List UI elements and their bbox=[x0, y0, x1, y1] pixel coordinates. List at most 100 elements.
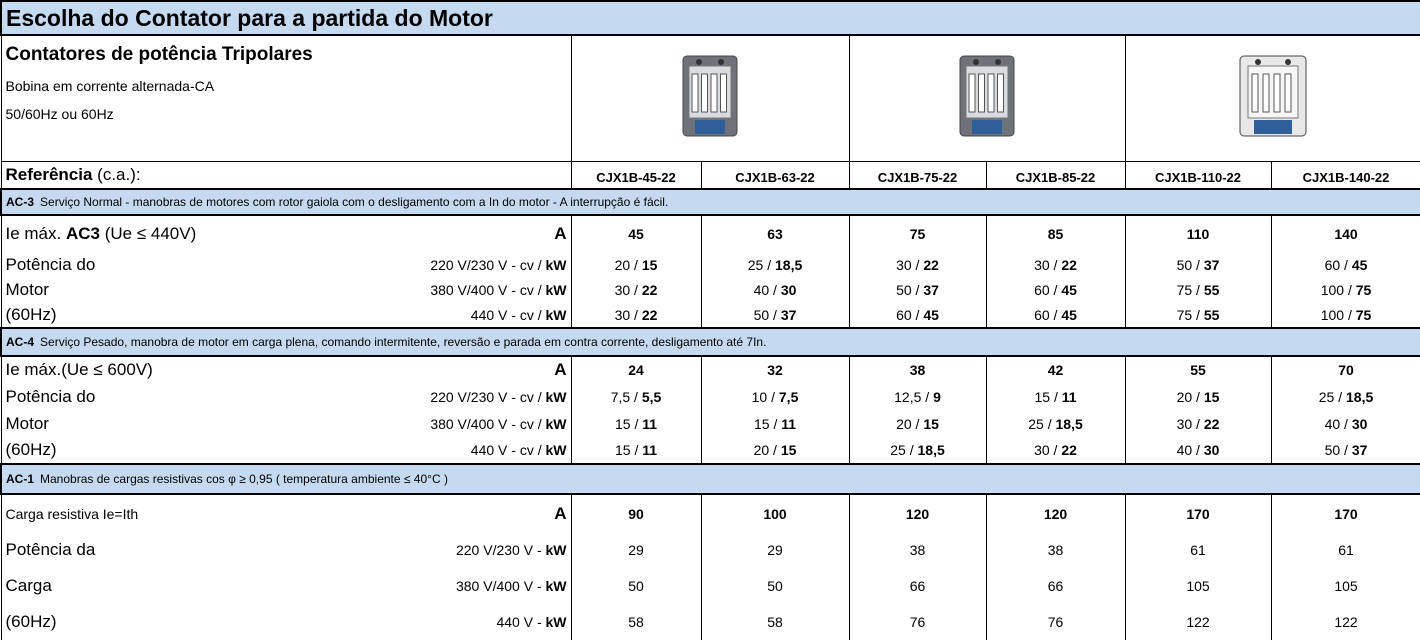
kw-value: 22 bbox=[1061, 256, 1077, 273]
current-value: 70 bbox=[1270, 356, 1420, 383]
section-code: AC-4 bbox=[6, 335, 35, 349]
row: Potência do 220 V/230 V - cv / kW 20 / 15 2… bbox=[0, 252, 1420, 277]
current-value: 63 bbox=[700, 215, 850, 252]
row: (60Hz) 440 V - cv / kW 15 / 11 20 / 15 25 / … bbox=[0, 437, 1420, 464]
cv-value: 50 bbox=[1176, 256, 1193, 273]
separator: / bbox=[634, 388, 638, 405]
voltage-unit: kW bbox=[545, 442, 567, 458]
separator: / bbox=[773, 281, 777, 298]
value-pair: 60 / 45 bbox=[848, 302, 987, 328]
kw-value: 37 bbox=[1203, 256, 1220, 273]
row: Contatores de potência Tripolares Bobina … bbox=[0, 34, 1420, 162]
separator: / bbox=[634, 281, 638, 298]
row-label: Potência da bbox=[0, 532, 331, 568]
section-code: AC-3 bbox=[6, 195, 35, 209]
separator: / bbox=[1344, 442, 1348, 458]
model: CJX1B-85-22 bbox=[985, 160, 1126, 190]
separator: / bbox=[1196, 388, 1200, 405]
voltage-unit: kW bbox=[545, 306, 567, 323]
kw-value: 29 bbox=[700, 532, 850, 568]
cv-value: 25 bbox=[747, 256, 764, 273]
cv-value: 30 bbox=[1034, 256, 1050, 273]
separator: / bbox=[1196, 281, 1200, 298]
voltage-text: 440 V - cv / bbox=[470, 306, 542, 323]
kw-value: 105 bbox=[1124, 568, 1272, 604]
current-label: Ie máx.(Ue ≤ 600V) bbox=[0, 356, 331, 383]
kw-value: 7,5 bbox=[778, 388, 799, 405]
voltage-text: 440 V - bbox=[496, 614, 542, 630]
header-text: Contatores de potência Tripolares Bobina … bbox=[0, 34, 572, 162]
section-code: AC-1 bbox=[6, 472, 35, 486]
separator: / bbox=[915, 306, 920, 323]
cv-value: 25 bbox=[1318, 388, 1335, 405]
kw-value: 30 bbox=[1351, 415, 1368, 432]
value-pair: 30 / 22 bbox=[1124, 410, 1272, 437]
separator: / bbox=[915, 256, 920, 273]
kw-value: 18,5 bbox=[917, 442, 945, 458]
kw-value: 18,5 bbox=[775, 256, 803, 273]
model: CJX1B-45-22 bbox=[570, 160, 702, 190]
value-pair: 15 / 11 bbox=[570, 410, 702, 437]
cv-value: 40 bbox=[753, 281, 770, 298]
kw-value: 122 bbox=[1124, 604, 1272, 640]
voltage-text: 220 V/230 V - bbox=[455, 542, 542, 558]
voltage: 440 V - kW bbox=[331, 604, 572, 640]
kw-value: 11 bbox=[642, 442, 658, 458]
row: (60Hz) 440 V - kW 58 58 76 76 122 122 bbox=[0, 604, 1420, 640]
value-pair: 30 / 22 bbox=[985, 437, 1126, 464]
row-label: Motor bbox=[0, 410, 331, 437]
separator: / bbox=[1196, 306, 1200, 323]
value-pair: 20 / 15 bbox=[700, 437, 850, 464]
cv-value: 30 bbox=[1176, 415, 1193, 432]
kw-value: 11 bbox=[1061, 388, 1077, 405]
model: CJX1B-75-22 bbox=[848, 160, 987, 190]
contactor-image bbox=[682, 55, 738, 137]
separator: / bbox=[1196, 256, 1200, 273]
image-cell bbox=[848, 34, 1126, 162]
kw-value: 76 bbox=[985, 604, 1126, 640]
kw-value: 11 bbox=[781, 415, 797, 432]
separator: / bbox=[1338, 388, 1343, 405]
separator: / bbox=[1347, 281, 1352, 298]
image-cell bbox=[570, 34, 850, 162]
value-pair: 25 / 18,5 bbox=[985, 410, 1126, 437]
cv-value: 15 bbox=[1034, 388, 1051, 405]
kw-value: 66 bbox=[985, 568, 1126, 604]
kw-value: 18,5 bbox=[1346, 388, 1374, 405]
kw-value: 22 bbox=[1203, 415, 1220, 432]
kw-value: 38 bbox=[848, 532, 987, 568]
kw-value: 18,5 bbox=[1055, 415, 1083, 432]
kw-value: 37 bbox=[923, 281, 939, 298]
model: CJX1B-63-22 bbox=[700, 160, 850, 190]
current-label: Ie máx. AC3 (Ue ≤ 440V) bbox=[0, 215, 331, 252]
voltage-text: 220 V/230 V - cv / bbox=[430, 256, 542, 273]
voltage: 440 V - cv / kW bbox=[331, 437, 572, 464]
value-pair: 40 / 30 bbox=[700, 277, 850, 302]
value-pair: 7,5 / 5,5 bbox=[570, 383, 702, 410]
cv-value: 60 bbox=[1034, 306, 1050, 323]
current-value: 120 bbox=[848, 494, 987, 532]
row: Ie máx.(Ue ≤ 600V) A 24 32 38 42 55 70 bbox=[0, 356, 1420, 383]
row-label: Carga bbox=[0, 568, 331, 604]
cv-value: 60 bbox=[896, 306, 912, 323]
cv-value: 20 bbox=[1176, 388, 1193, 405]
row: Carga 380 V/400 V - kW 50 50 66 66 105 105 bbox=[0, 568, 1420, 604]
row-label: Potência do bbox=[0, 383, 331, 410]
kw-value: 15 bbox=[923, 415, 939, 432]
separator: / bbox=[634, 256, 638, 273]
separator: / bbox=[773, 442, 777, 458]
voltage-text: 220 V/230 V - cv / bbox=[430, 388, 542, 405]
label-part: Carga resistiva Ie=Ith bbox=[5, 505, 139, 522]
row-label: Motor bbox=[0, 277, 331, 302]
value-pair: 30 / 22 bbox=[570, 277, 702, 302]
value-pair: 10 / 7,5 bbox=[700, 383, 850, 410]
value-pair: 75 / 55 bbox=[1124, 277, 1272, 302]
voltage-unit: kW bbox=[545, 415, 567, 432]
separator: / bbox=[915, 415, 920, 432]
row: (60Hz) 440 V - cv / kW 30 / 22 50 / 37 60 / … bbox=[0, 302, 1420, 328]
kw-value: 9 bbox=[933, 388, 941, 405]
kw-value: 5,5 bbox=[641, 388, 662, 405]
row: Motor 380 V/400 V - cv / kW 15 / 11 15 / 11… bbox=[0, 410, 1420, 437]
